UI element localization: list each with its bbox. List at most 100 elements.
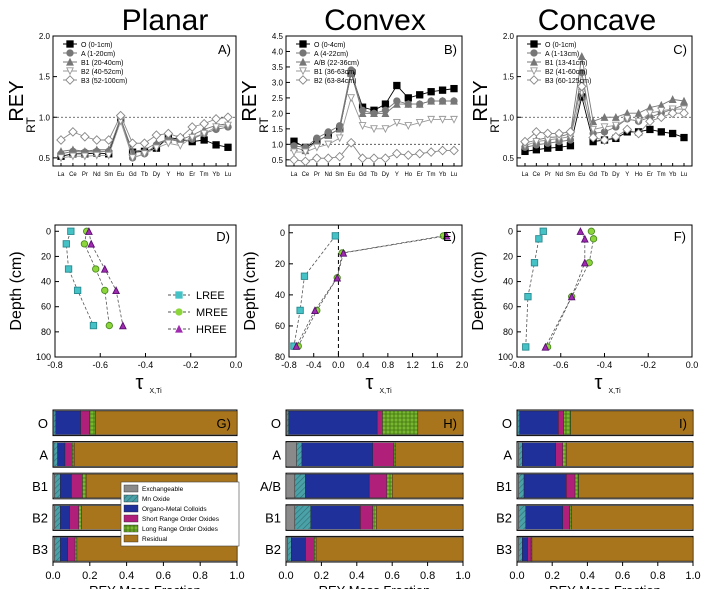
y-axis-label-sub: RT <box>488 116 502 132</box>
legend-marker <box>530 49 538 57</box>
bar-segment <box>64 442 73 467</box>
x-tick-label: Sm <box>335 172 344 178</box>
bar-segment <box>60 505 70 530</box>
legend-entry: B2 (63-84cm) <box>314 78 356 85</box>
x-tick-label: 0.8 <box>650 570 665 582</box>
data-point <box>437 145 448 156</box>
x-tick-label: Dy <box>612 172 619 178</box>
data-point <box>622 124 633 135</box>
y-tick-label: 40 <box>41 277 51 287</box>
y-axis-label: Depth (cm) <box>8 251 25 330</box>
legend-marker <box>66 40 74 48</box>
legend-entry: O (0-4cm) <box>314 42 346 49</box>
bar-segment <box>360 505 373 530</box>
y-tick-label: 60 <box>503 302 513 312</box>
bar-segment <box>386 474 393 499</box>
data-point <box>427 115 436 124</box>
bar-segment <box>67 537 76 562</box>
data-point <box>331 232 339 240</box>
data-point <box>224 121 232 130</box>
x-tick-label: Gd <box>359 172 367 178</box>
data-point <box>163 128 174 139</box>
x-tick-label: Ce <box>69 172 77 178</box>
data-point <box>300 156 311 167</box>
x-tick-label: 0.0 <box>278 570 293 582</box>
x-tick-label: Ho <box>404 172 412 178</box>
data-point <box>369 153 379 164</box>
bar-segment <box>60 537 68 562</box>
legend-marker <box>299 57 307 66</box>
legend-marker <box>175 291 183 299</box>
x-tick-label: Yb <box>212 172 220 178</box>
data-point <box>324 140 333 149</box>
y-tick-label: 1.5 <box>503 73 515 82</box>
y-tick-label: 100 <box>498 352 513 362</box>
chart-g: O A B1 B2 B3 0.0 0.2 0.4 0.6 0.8 1.0 REY Mass Fract… <box>32 409 245 589</box>
x-tick-label: Gd <box>589 172 597 178</box>
legend-swatch <box>123 534 139 543</box>
series-line <box>83 231 110 326</box>
data-point <box>224 143 232 151</box>
bar-segment <box>296 442 303 467</box>
category-label: B3 <box>496 542 512 557</box>
data-point <box>140 150 149 159</box>
y-tick-label: 1.5 <box>272 125 284 134</box>
data-point <box>438 96 447 105</box>
data-point <box>392 99 401 108</box>
x-tick-label: Y <box>625 172 629 178</box>
x-tick-label: Er <box>189 172 195 178</box>
data-point <box>200 136 208 144</box>
series-line <box>525 231 544 347</box>
bar-segment <box>522 442 556 467</box>
x-tick-label: 0.4 <box>580 570 595 582</box>
data-point <box>56 135 66 145</box>
data-point <box>152 144 161 153</box>
data-point <box>668 129 677 138</box>
data-point <box>62 240 70 248</box>
x-tick-label: Nd <box>324 172 332 178</box>
data-point <box>300 272 309 280</box>
data-point <box>80 240 89 248</box>
data-point <box>335 134 344 143</box>
data-point <box>127 138 138 149</box>
panel-label: B) <box>444 42 457 57</box>
data-point <box>576 227 585 235</box>
data-point <box>634 108 643 117</box>
y-tick-label: 1.5 <box>39 73 51 82</box>
x-tick-label: Pr <box>314 172 320 178</box>
y-tick-label: 40 <box>503 277 513 287</box>
plot-frame <box>516 224 693 358</box>
data-point <box>80 152 89 161</box>
data-point <box>223 112 233 123</box>
data-point <box>657 128 665 136</box>
category-label: A/B <box>260 479 281 494</box>
y-tick-label: 60 <box>41 302 51 312</box>
data-point <box>339 248 348 257</box>
data-point <box>415 119 424 127</box>
legend-entry: Residual <box>142 536 168 543</box>
legend-marker <box>529 75 539 85</box>
category-label: A <box>503 447 512 462</box>
x-tick-label: -0.8 <box>47 360 63 370</box>
y-tick-label: 2.5 <box>272 94 284 103</box>
x-tick-label: La <box>522 172 529 178</box>
x-tick-label: Lu <box>681 172 688 178</box>
x-tick-label: 0.2 <box>314 570 329 582</box>
legend-entry: Exchangeable <box>142 486 184 493</box>
data-point <box>370 109 378 118</box>
category-label: B1 <box>265 511 281 526</box>
bar-segment <box>82 474 87 499</box>
x-tick-label: 1.0 <box>685 570 700 582</box>
data-point <box>450 84 458 93</box>
series-line <box>296 235 447 347</box>
data-point <box>188 133 197 142</box>
data-point <box>91 135 102 145</box>
x-tick-label: -0.2 <box>640 360 656 370</box>
x-axis-label: REY Mass Fraction <box>319 583 431 589</box>
bar-segment <box>566 474 576 499</box>
bar-segment <box>518 537 523 562</box>
x-tick-label: 0.8 <box>420 570 435 582</box>
x-axis-label: τ <box>366 372 374 394</box>
legend-marker <box>65 75 75 85</box>
